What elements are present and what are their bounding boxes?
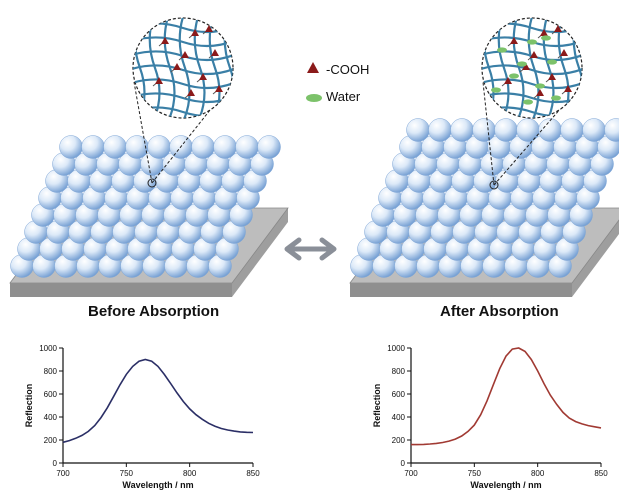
x-tick-label: 750 bbox=[468, 469, 482, 478]
cooh-group bbox=[540, 29, 548, 36]
x-tick-label: 800 bbox=[531, 469, 545, 478]
cooh-triangle-icon bbox=[307, 62, 319, 73]
colloid-sphere bbox=[191, 135, 215, 159]
cooh-group bbox=[205, 25, 213, 32]
cooh-group bbox=[522, 63, 530, 70]
cooh-group bbox=[161, 37, 169, 44]
water-molecule bbox=[491, 87, 501, 93]
water-molecule bbox=[527, 39, 537, 45]
water-molecule bbox=[551, 95, 561, 101]
cooh-group bbox=[536, 89, 544, 96]
y-tick-label: 800 bbox=[44, 367, 58, 376]
y-tick-label: 0 bbox=[401, 459, 406, 468]
colloid-sphere bbox=[516, 118, 540, 142]
photonic-crystal-after bbox=[349, 118, 619, 297]
water-molecule bbox=[541, 35, 551, 41]
colloid-sphere bbox=[428, 118, 452, 142]
cooh-group bbox=[560, 49, 568, 56]
colloid-sphere bbox=[450, 118, 474, 142]
reflection-series-line bbox=[62, 358, 254, 444]
y-tick-label: 400 bbox=[44, 413, 58, 422]
panel-title-after: After Absorption bbox=[440, 303, 559, 320]
water-molecule bbox=[547, 59, 557, 65]
water-molecule bbox=[517, 61, 527, 67]
y-tick-label: 1000 bbox=[39, 344, 57, 353]
x-tick-label: 850 bbox=[246, 469, 260, 478]
cooh-group bbox=[181, 51, 189, 58]
colloid-sphere bbox=[406, 118, 430, 142]
colloid-sphere bbox=[103, 135, 127, 159]
reflection-chart-before: 700 750 800 850 0 200 400 600 800 1000 Wavelength … bbox=[24, 344, 260, 490]
y-tick-label: 200 bbox=[392, 436, 406, 445]
x-tick-label: 700 bbox=[404, 469, 418, 478]
colloid-sphere bbox=[494, 118, 518, 142]
x-axis-label: Wavelength / nm bbox=[470, 480, 541, 490]
cooh-group bbox=[199, 73, 207, 80]
y-tick-label: 0 bbox=[53, 459, 58, 468]
x-tick-label: 700 bbox=[56, 469, 70, 478]
cooh-group bbox=[191, 29, 199, 36]
water-molecule bbox=[509, 73, 519, 79]
colloid-sphere bbox=[213, 135, 237, 159]
cooh-group bbox=[155, 77, 163, 84]
colloid-sphere bbox=[257, 135, 281, 159]
colloid-sphere bbox=[81, 135, 105, 159]
x-tick-label: 850 bbox=[594, 469, 608, 478]
legend-label-cooh: -COOH bbox=[326, 62, 370, 77]
y-tick-label: 600 bbox=[44, 390, 58, 399]
colloid-sphere bbox=[235, 135, 259, 159]
y-tick-label: 800 bbox=[392, 367, 406, 376]
cooh-group bbox=[211, 49, 219, 56]
reflection-series-line bbox=[411, 347, 602, 446]
y-tick-label: 1000 bbox=[387, 344, 405, 353]
colloid-sphere bbox=[560, 118, 584, 142]
water-ellipse-icon bbox=[306, 94, 322, 102]
double-arrow-icon bbox=[284, 237, 337, 261]
colloid-sphere bbox=[59, 135, 83, 159]
panel-title-before: Before Absorption bbox=[88, 303, 220, 320]
cooh-group bbox=[215, 85, 223, 92]
legend-label-water: Water bbox=[326, 89, 361, 104]
cooh-group bbox=[548, 73, 556, 80]
y-axis-label: Reflection bbox=[24, 384, 34, 428]
photonic-crystal-before bbox=[9, 135, 289, 297]
cooh-group bbox=[554, 25, 562, 32]
x-tick-label: 800 bbox=[183, 469, 197, 478]
cooh-group bbox=[510, 37, 518, 44]
y-axis-label: Reflection bbox=[372, 384, 382, 428]
cooh-group bbox=[187, 89, 195, 96]
colloid-sphere bbox=[125, 135, 149, 159]
colloid-sphere bbox=[147, 135, 171, 159]
cooh-group bbox=[173, 63, 181, 70]
colloid-sphere bbox=[472, 118, 496, 142]
cooh-group bbox=[504, 77, 512, 84]
y-tick-label: 400 bbox=[392, 413, 406, 422]
cooh-group bbox=[530, 51, 538, 58]
water-molecule bbox=[535, 83, 545, 89]
y-tick-label: 200 bbox=[44, 436, 58, 445]
colloid-sphere bbox=[604, 118, 619, 142]
x-tick-label: 750 bbox=[120, 469, 134, 478]
reflection-chart-after: 700 750 800 850 0 200 400 600 800 1000 Wavelength … bbox=[372, 344, 608, 490]
y-tick-label: 600 bbox=[392, 390, 406, 399]
water-molecule bbox=[497, 47, 507, 53]
cooh-group bbox=[564, 85, 572, 92]
water-molecule bbox=[523, 99, 533, 105]
x-axis-label: Wavelength / nm bbox=[122, 480, 193, 490]
colloid-sphere bbox=[582, 118, 606, 142]
